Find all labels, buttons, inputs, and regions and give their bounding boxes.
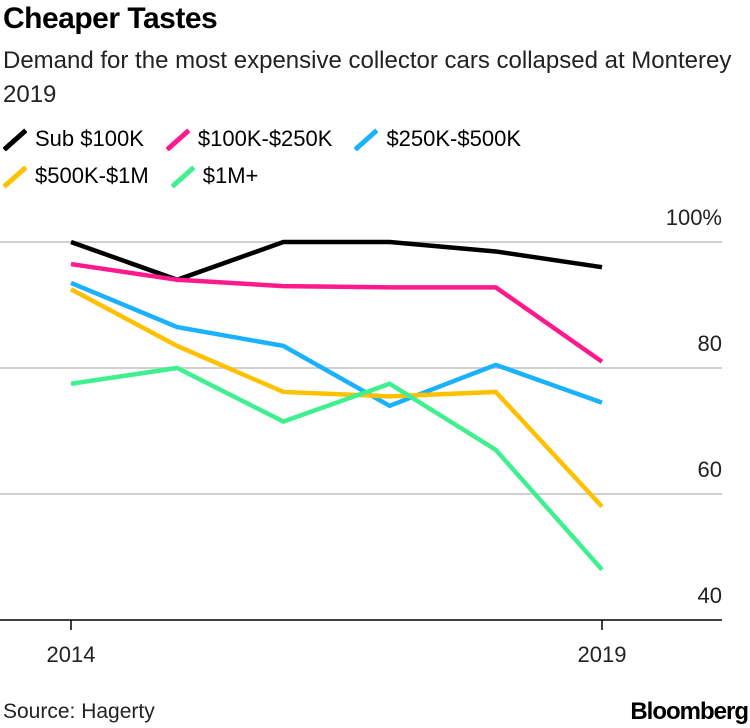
series-line-1m [70, 365, 604, 572]
source-note: Source: Hagerty [3, 700, 155, 723]
chart-subtitle: Demand for the most expensive collector … [3, 47, 732, 108]
legend-label-sub-100k: Sub $100K [35, 126, 144, 151]
bloomberg-logo: Bloomberg [630, 698, 749, 725]
legend-item-1m-plus: $1M+ [170, 163, 259, 189]
legend-swatch-1m-plus [170, 165, 195, 188]
x-tick-label-2014: 2014 [47, 642, 96, 667]
line-chart: 100% 80 60 40 2014 2019 [0, 205, 722, 667]
x-axis: 2014 2019 [0, 619, 722, 667]
y-tick-labels: 100% 80 60 40 [666, 205, 722, 608]
y-tick-label-60: 60 [698, 457, 722, 482]
legend-label-1m-plus: $1M+ [202, 163, 259, 188]
gridlines [0, 241, 722, 495]
legend-item-sub-100k: Sub $100K [3, 126, 144, 152]
y-tick-label-40: 40 [698, 583, 722, 608]
series-line-sub-100k [70, 239, 603, 283]
y-tick-label-80: 80 [698, 331, 722, 356]
legend-swatch-sub-100k [3, 128, 27, 151]
chart-title: Cheaper Tastes [3, 2, 218, 35]
series-line-250k-500k [70, 280, 603, 409]
series-line-100k-250k [70, 261, 604, 364]
legend-row-1: Sub $100K $100K-$250K $250K-$500K [3, 126, 543, 152]
series-lines [69, 239, 604, 572]
legend-swatch-250k-500k [354, 128, 379, 151]
y-tick-label-100: 100% [666, 205, 722, 230]
legend-item-100k-250k: $100K-$250K [165, 126, 333, 152]
legend-label-250k-500k: $250K-$500K [386, 126, 521, 151]
legend-row-2: $500K-$1M $1M+ [3, 163, 280, 189]
legend-label-100k-250k: $100K-$250K [197, 126, 333, 151]
legend-swatch-500k-1m [3, 165, 27, 188]
x-tick-label-2019: 2019 [578, 642, 627, 667]
legend-item-250k-500k: $250K-$500K [354, 126, 521, 152]
legend-label-500k-1m: $500K-$1M [35, 163, 149, 188]
legend-item-500k-1m: $500K-$1M [3, 163, 149, 189]
legend-swatch-100k-250k [165, 128, 190, 151]
series-line-500k-1m [69, 287, 604, 509]
